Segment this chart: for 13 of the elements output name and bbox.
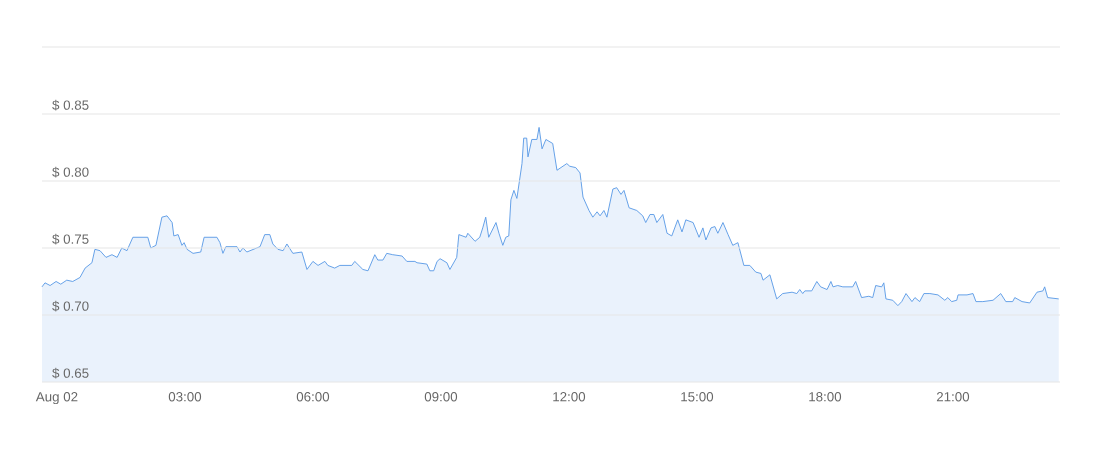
x-tick-label: 15:00 bbox=[681, 392, 714, 402]
x-tick-label: 18:00 bbox=[809, 392, 842, 402]
x-tick-label: 03:00 bbox=[168, 392, 202, 402]
x-tick-label: 12:00 bbox=[553, 392, 586, 402]
y-tick-label: $ 0.65 bbox=[52, 367, 89, 379]
y-tick-label: $ 0.80 bbox=[52, 166, 89, 178]
x-tick-label: 21:00 bbox=[936, 392, 970, 402]
y-tick-label: $ 0.70 bbox=[52, 300, 89, 312]
y-tick-label: $ 0.75 bbox=[52, 233, 89, 245]
x-tick-label: 06:00 bbox=[296, 392, 330, 402]
x-tick-label: 09:00 bbox=[424, 392, 458, 402]
y-tick-label: $ 0.85 bbox=[52, 99, 89, 111]
x-tick-label: Aug 02 bbox=[35, 392, 78, 405]
